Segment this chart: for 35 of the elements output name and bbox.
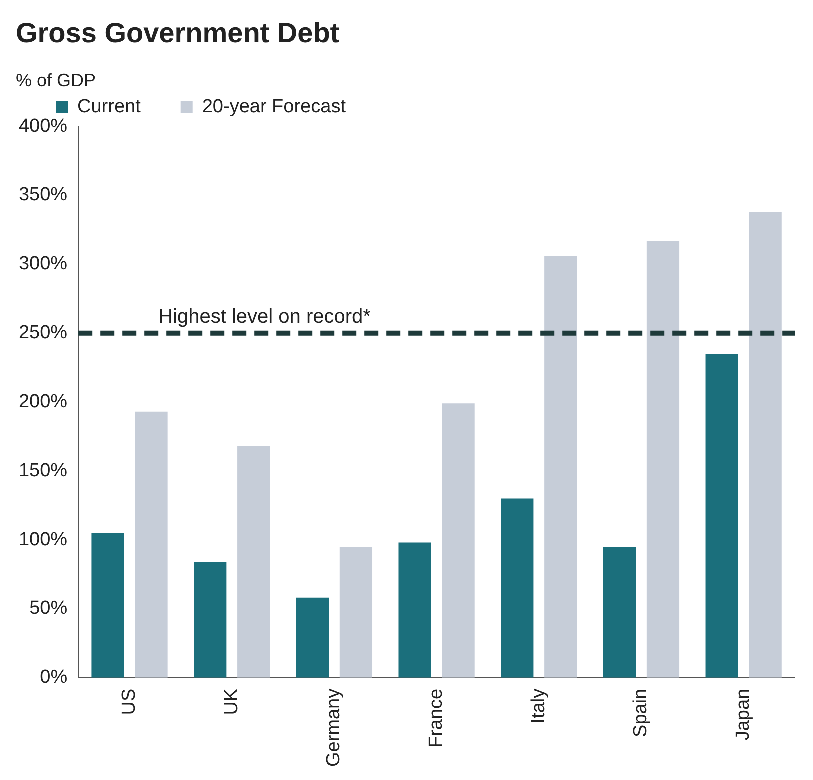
y-tick-label: 300% [18,254,68,275]
x-tick-label: Japan [733,688,754,741]
bar [442,404,475,678]
bar [398,542,432,678]
bar [544,256,578,678]
x-tick-label: Italy [528,688,550,724]
bar [501,498,534,678]
x-tick-label: US [119,688,140,716]
y-tick-label: 250% [18,322,68,344]
bar [706,354,738,678]
bar [238,446,270,678]
x-tick-label: France [426,688,448,748]
legend-label: Current [78,96,142,118]
bar [603,546,636,678]
bar [646,240,680,678]
x-tick-label: Spain [630,688,652,738]
y-tick-label: 200% [18,391,68,412]
x-tick-label: Germany [324,688,345,768]
legend-label: 20-year Forecast [202,96,347,118]
y-tick-label: 50% [30,598,68,620]
chart-title: Gross Government Debt [16,18,340,49]
bar [296,598,330,678]
bar [194,562,227,678]
bar [340,546,373,678]
y-tick-label: 150% [18,460,68,482]
bar [749,212,782,678]
bar [92,533,124,678]
bar [135,412,168,678]
y-tick-label: 350% [18,184,68,206]
y-tick-label: 0% [40,667,68,688]
y-tick-label: 100% [18,529,68,550]
y-tick-label: 400% [18,116,68,137]
y-axis-title: % of GDP [16,70,96,91]
ref-line-label: Highest level on record* [158,306,372,328]
x-tick-label: UK [221,688,242,716]
